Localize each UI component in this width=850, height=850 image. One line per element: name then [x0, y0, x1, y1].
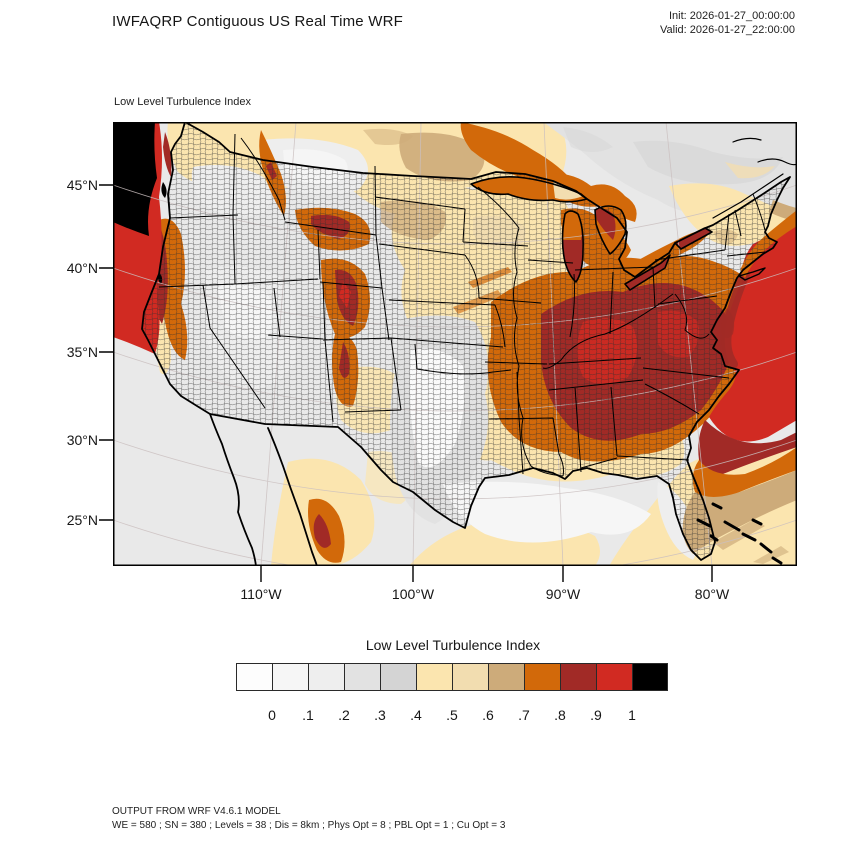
colorbar-segment	[380, 663, 416, 691]
colorbar-segment	[632, 663, 668, 691]
model-times: Init: 2026-01-27_00:00:00 Valid: 2026-01…	[660, 9, 795, 37]
colorbar-tick-label: .4	[410, 707, 422, 723]
colorbar-tick-label: 0	[268, 707, 276, 723]
colorbar-tick-label: 1	[628, 707, 636, 723]
colorbar-segment	[452, 663, 488, 691]
colorbar-segment	[560, 663, 596, 691]
map-frame	[113, 122, 797, 566]
valid-time: Valid: 2026-01-27_22:00:00	[660, 24, 795, 36]
footer-line2: WE = 580 ; SN = 380 ; Levels = 38 ; Dis …	[112, 820, 506, 831]
colorbar-segment	[236, 663, 272, 691]
lon-tick-label: 110°W	[240, 586, 282, 602]
lat-tick-label: 40°N	[66, 260, 98, 276]
map-canvas	[99, 122, 797, 582]
lat-tick-label: 45°N	[66, 177, 98, 193]
map-field	[113, 122, 797, 566]
coastline	[141, 122, 797, 566]
state-boundaries	[158, 133, 766, 477]
colorbar-title: Low Level Turbulence Index	[365, 637, 541, 653]
colorbar-tick-label: .6	[482, 707, 494, 723]
init-time: Init: 2026-01-27_00:00:00	[669, 10, 795, 22]
lon-tick-label: 80°W	[694, 586, 730, 602]
colorbar-segment	[272, 663, 308, 691]
colorbar-segment	[344, 663, 380, 691]
colorbar-tick-label: .2	[338, 707, 350, 723]
lon-tick-label: 90°W	[545, 586, 581, 602]
page-title: IWFAQRP Contiguous US Real Time WRF	[112, 13, 403, 30]
lon-tick-label: 100°W	[391, 586, 435, 602]
axis-ticks	[99, 184, 713, 582]
colorbar-tick-label: .7	[518, 707, 530, 723]
colorbar-tick-label: .8	[554, 707, 566, 723]
lat-tick-label: 25°N	[66, 512, 98, 528]
colorbar-tick-label: .3	[374, 707, 386, 723]
colorbar-segment	[308, 663, 344, 691]
colorbar-segment	[416, 663, 452, 691]
lat-tick-label: 35°N	[66, 344, 98, 360]
footer-line1: OUTPUT FROM WRF V4.6.1 MODEL	[112, 806, 281, 817]
colorbar	[236, 663, 668, 691]
field-label: Low Level Turbulence Index	[114, 96, 251, 108]
colorbar-tick-label: .1	[302, 707, 314, 723]
footer-notes: OUTPUT FROM WRF V4.6.1 MODEL WE = 580 ; …	[112, 805, 505, 833]
colorbar-segment	[488, 663, 524, 691]
colorbar-segment	[524, 663, 560, 691]
colorbar-tick-label: .9	[590, 707, 602, 723]
colorbar-segment	[596, 663, 632, 691]
lat-tick-label: 30°N	[66, 432, 98, 448]
colorbar-tick-label: .5	[446, 707, 458, 723]
